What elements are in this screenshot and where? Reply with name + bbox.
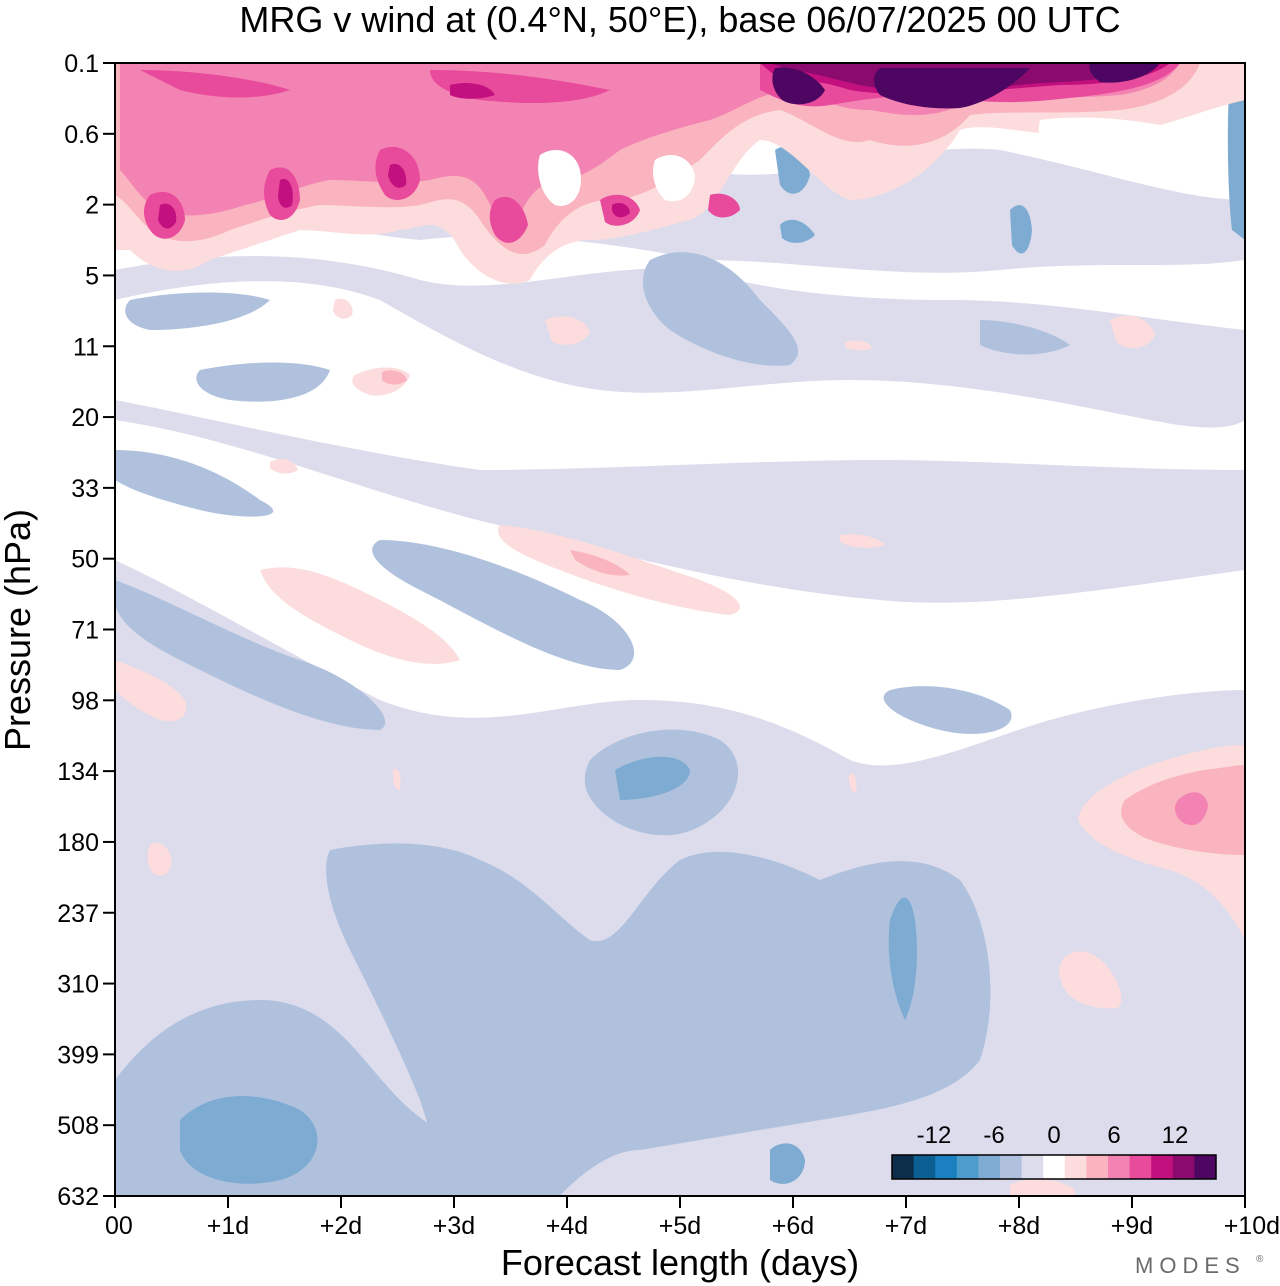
y-tick-label: 237 [57, 900, 99, 928]
contour-pos3-right [1174, 792, 1208, 826]
colorbar-swatch [892, 1155, 915, 1179]
contour-neg2-band-c [115, 580, 386, 730]
colorbar-swatch [1108, 1155, 1131, 1179]
contour-pos1-small-d [845, 340, 872, 351]
colorbar-swatch [978, 1155, 1001, 1179]
x-tick-label: +6d [772, 1212, 814, 1240]
contour-neg3-column [888, 897, 917, 1020]
contour-zero-gap-a [538, 150, 581, 206]
contour-pos2-band-a [570, 550, 630, 576]
contour-pos4-top [140, 63, 1180, 243]
y-tick-label: 5 [85, 262, 99, 290]
y-tick-label: 20 [71, 404, 99, 432]
x-tick-label: +2d [320, 1212, 362, 1240]
brand-mark: ® [1256, 1254, 1264, 1265]
x-tick-label: +10d [1224, 1212, 1280, 1240]
contour-pos1-band-f [1110, 315, 1155, 349]
contour-neg2-band-f [642, 252, 799, 366]
x-tick-label: +8d [998, 1212, 1040, 1240]
colorbar-label: 12 [1162, 1122, 1189, 1149]
contour-neg2-band-g [196, 362, 330, 402]
y-tick-label: 134 [57, 758, 99, 786]
contour-neg3-right-edge [1227, 80, 1245, 240]
y-tick-label: 50 [71, 546, 99, 574]
contour-pos1-lower-right [1059, 951, 1122, 1009]
colorbar-swatch [956, 1155, 979, 1179]
contour-zero-gap-b [653, 155, 695, 202]
colorbar-swatch [1086, 1155, 1109, 1179]
colorbar-label: 6 [1107, 1122, 1120, 1149]
colorbar-label: 0 [1047, 1122, 1060, 1149]
contour-zero-gap-c [1038, 117, 1160, 160]
x-tick-label: 00 [105, 1212, 133, 1240]
contour-pos2-band-d [382, 370, 407, 385]
y-tick-label: 98 [71, 687, 99, 715]
contour-neg1-upper [115, 400, 1245, 603]
y-tick-label: 0.1 [64, 50, 99, 78]
colorbar-swatch [1043, 1155, 1066, 1179]
y-tick-label: 508 [57, 1112, 99, 1140]
contour-pos1-small-a [270, 459, 298, 474]
y-tick-label: 180 [57, 829, 99, 857]
x-tick-label: +3d [433, 1212, 475, 1240]
contour-pos1-band-c [115, 660, 187, 722]
y-axis: 0.1 0.6 2 5 11 20 33 50 71 98 134 180 237 310 399 508 63… [57, 50, 115, 1211]
contour-pos1-lower-left [147, 842, 172, 876]
colorbar-label: -6 [983, 1122, 1004, 1149]
colorbar-frame [891, 1154, 1217, 1180]
contour-neg3-box [615, 756, 690, 800]
contour-pos1-small-c [840, 534, 885, 548]
y-tick-label: 399 [57, 1041, 99, 1069]
contour-neg2-band-e [883, 686, 1012, 734]
y-tick-label: 632 [57, 1183, 99, 1211]
contour-pos1-band-b [260, 567, 460, 664]
colorbar-swatch [1064, 1155, 1087, 1179]
contour-neg3-bottom [770, 1143, 805, 1184]
colorbar-swatch [1172, 1155, 1195, 1179]
y-tick-label: 2 [85, 192, 99, 220]
contour-neg3-bottom-left [180, 1096, 318, 1184]
contour-neg3-right [1010, 205, 1032, 254]
contour-neg3-upper-c [780, 219, 815, 243]
contour-field [115, 63, 1245, 1196]
contour-neg2-band-i [980, 320, 1070, 355]
brand-logo: MODES [1135, 1253, 1246, 1278]
x-tick-label: +1d [207, 1212, 249, 1240]
y-tick-label: 11 [73, 333, 99, 361]
x-axis-title: Forecast length (days) [501, 1242, 859, 1283]
contour-neg2-upper-band-b [372, 540, 635, 670]
y-tick-label: 71 [71, 617, 99, 645]
colorbar-swatch [1129, 1155, 1152, 1179]
colorbar-label: -12 [917, 1122, 952, 1149]
contour-pos1-lower-small [392, 768, 401, 791]
colorbar-swatch [1021, 1155, 1044, 1179]
contour-pos1-lower-small-b [848, 773, 857, 793]
x-tick-label: +9d [1111, 1212, 1153, 1240]
chart-title: MRG v wind at (0.4°N, 50°E), base 06/07/… [239, 0, 1120, 40]
colorbar-swatch [1151, 1155, 1174, 1179]
y-tick-label: 310 [57, 971, 99, 999]
contour-pos1-band-e [545, 316, 590, 345]
colorbar-swatch [1194, 1155, 1217, 1179]
y-axis-title: Pressure (hPa) [0, 509, 38, 751]
x-axis: 00 +1d +2d +3d +4d +5d +6d +7d +8d +9d +10d [105, 1196, 1280, 1240]
colorbar-swatch [935, 1155, 958, 1179]
y-tick-label: 33 [71, 475, 99, 503]
contour-pos1-small-b [333, 298, 353, 319]
colorbar-swatch [913, 1155, 936, 1179]
x-tick-label: +4d [546, 1212, 588, 1240]
contour-pos1-bottom [1010, 1178, 1075, 1196]
contour-neg2-band-h [125, 292, 271, 330]
contour-pos7-top [772, 63, 1160, 109]
contour-neg2-upper-band-a [115, 450, 274, 517]
x-tick-label: +5d [659, 1212, 701, 1240]
colorbar-swatch [1000, 1155, 1023, 1179]
x-tick-label: +7d [885, 1212, 927, 1240]
contour-neg2-center [326, 843, 991, 1196]
y-tick-label: 0.6 [64, 121, 99, 149]
contour-neg1-mid [115, 256, 1245, 428]
colorbar: -12 -6 0 6 12 [891, 1122, 1217, 1180]
